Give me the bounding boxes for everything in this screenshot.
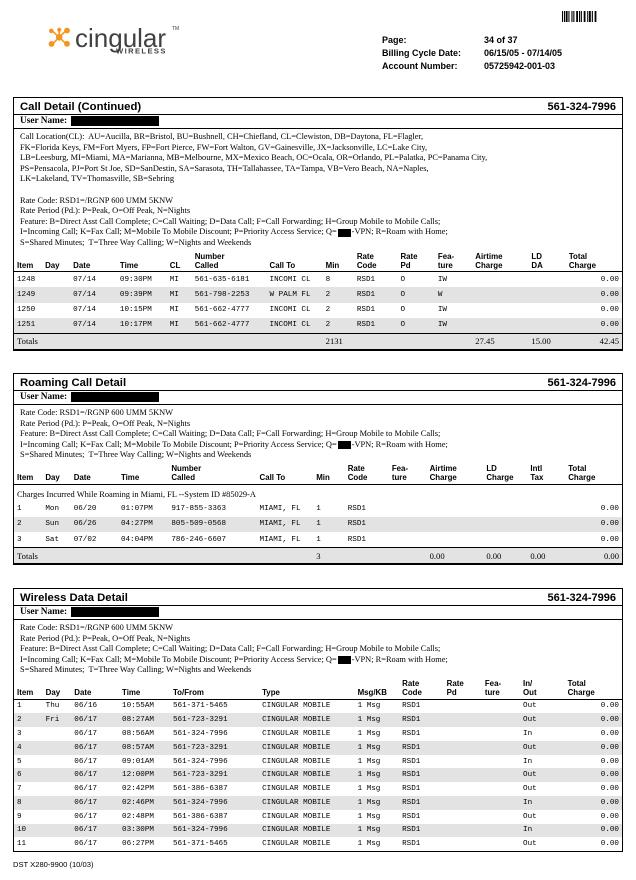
svg-text:WIRELESS: WIRELESS [116, 46, 167, 54]
svg-text:TM: TM [172, 26, 179, 32]
